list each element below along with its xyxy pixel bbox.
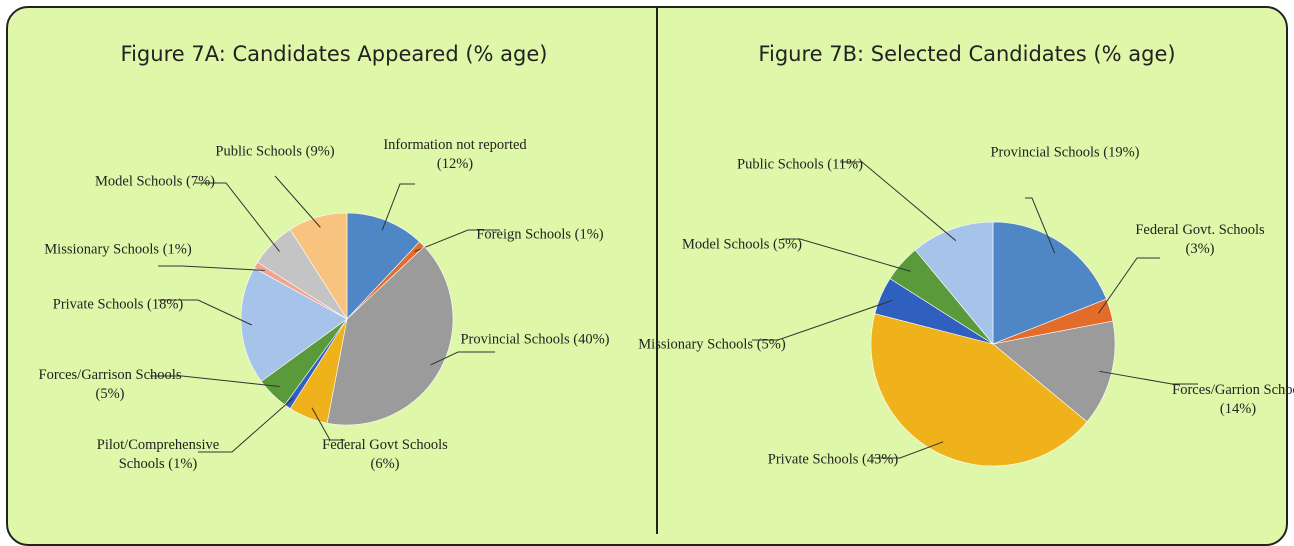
leader-line	[873, 441, 944, 459]
slice-value: (12%)	[436, 156, 474, 172]
slice-label: Model Schools (7%)	[80, 173, 230, 192]
leader-line	[430, 351, 495, 366]
slice-label: Forces/Garrison Schools (5%)	[35, 366, 185, 404]
pie-slice	[992, 221, 1107, 345]
slice-name: Private Schools	[52, 296, 144, 313]
pie-slice	[992, 320, 1116, 423]
pie-slice	[240, 267, 348, 382]
slice-label: Pilot/Comprehensive Schools (1%)	[83, 436, 233, 474]
slice-label: Federal Govt Schools (6%)	[310, 436, 460, 474]
charts	[150, 161, 1198, 467]
slice-label: Public Schools (9%)	[200, 143, 350, 162]
pie-slice	[289, 212, 348, 321]
slice-name: Missionary Schools	[638, 336, 754, 353]
slice-name: Provincial Schools	[990, 144, 1100, 161]
slice-label: Missionary Schools (5%)	[637, 336, 787, 355]
leader-line	[381, 183, 415, 231]
slice-value: (11%)	[827, 156, 863, 173]
slice-label: Provincial Schools (19%)	[990, 144, 1140, 163]
slice-name: Public Schools	[737, 156, 824, 173]
slice-name: Missionary Schools	[44, 241, 160, 258]
slice-name: Model Schools	[94, 173, 183, 190]
leader-line	[1099, 370, 1198, 385]
slice-label: Private Schools (43%)	[758, 451, 908, 470]
slice-name: Federal Govt. Schools	[1135, 222, 1265, 238]
pie-slice	[914, 221, 994, 345]
slice-label: Federal Govt. Schools (3%)	[1125, 221, 1275, 259]
slice-value: (5%)	[773, 236, 803, 253]
slice-label: Forces/Garrion School (14%)	[1163, 381, 1294, 419]
leader-line	[1025, 197, 1056, 254]
pie-slice	[326, 246, 454, 426]
leader-line	[1098, 257, 1160, 314]
slice-value: (5%)	[756, 336, 786, 353]
slice-value: (6%)	[370, 456, 400, 472]
slice-value: (43%)	[862, 451, 899, 468]
slice-value: (18%)	[147, 296, 184, 313]
slice-label: Foreign Schools (1%)	[465, 226, 615, 245]
slice-value: (3%)	[1185, 241, 1215, 257]
leader-line	[782, 238, 911, 272]
slice-value: (1%)	[162, 241, 192, 258]
slice-name: Foreign Schools	[476, 226, 572, 243]
slice-name: Forces/Garrison Schools	[38, 367, 182, 383]
leader-line	[311, 407, 345, 441]
pie-slice	[870, 313, 1088, 467]
page: Figure 7A: Candidates Appeared (% age) F…	[6, 6, 1294, 546]
leader-line	[274, 175, 321, 228]
slice-name: Federal Govt Schools	[322, 437, 448, 453]
leader-line	[150, 375, 280, 387]
slice-value: (1%)	[168, 456, 198, 472]
slice-name: Provincial Schools	[460, 331, 570, 348]
divider	[656, 6, 658, 534]
leader-line	[840, 161, 957, 242]
slice-value: (19%)	[1103, 144, 1140, 161]
slice-name: Model Schools	[681, 236, 770, 253]
slice-label: Model Schools (5%)	[667, 236, 817, 255]
slice-value: (40%)	[573, 331, 610, 348]
slice-label: Public Schools (11%)	[725, 156, 875, 175]
leader-line	[198, 397, 294, 453]
slice-value: (1%)	[574, 226, 604, 243]
slice-label: Missionary Schools (1%)	[43, 241, 193, 260]
slice-name: Information not reported	[383, 137, 527, 153]
chart-title: Figure 7B: Selected Candidates (% age)	[758, 42, 1176, 66]
leader-line	[752, 299, 893, 341]
slice-value: (14%)	[1219, 401, 1257, 417]
slice-name: Public Schools	[215, 143, 302, 160]
leader-line	[158, 299, 252, 326]
leader-line	[158, 265, 265, 271]
slice-value: (5%)	[95, 386, 125, 402]
slice-name: Pilot/Comprehensive Schools	[96, 437, 220, 472]
slice-label: Information not reported (12%)	[380, 136, 530, 174]
slice-name: Forces/Garrion School	[1172, 382, 1294, 398]
slice-value: (9%)	[305, 143, 335, 160]
leader-line	[414, 229, 500, 253]
slice-value: (7%)	[186, 173, 216, 190]
chart-title: Figure 7A: Candidates Appeared (% age)	[120, 42, 548, 66]
slice-label: Private Schools (18%)	[43, 296, 193, 315]
leader-line	[195, 182, 280, 252]
slice-label: Provincial Schools (40%)	[460, 331, 610, 350]
slice-name: Private Schools	[767, 451, 859, 468]
